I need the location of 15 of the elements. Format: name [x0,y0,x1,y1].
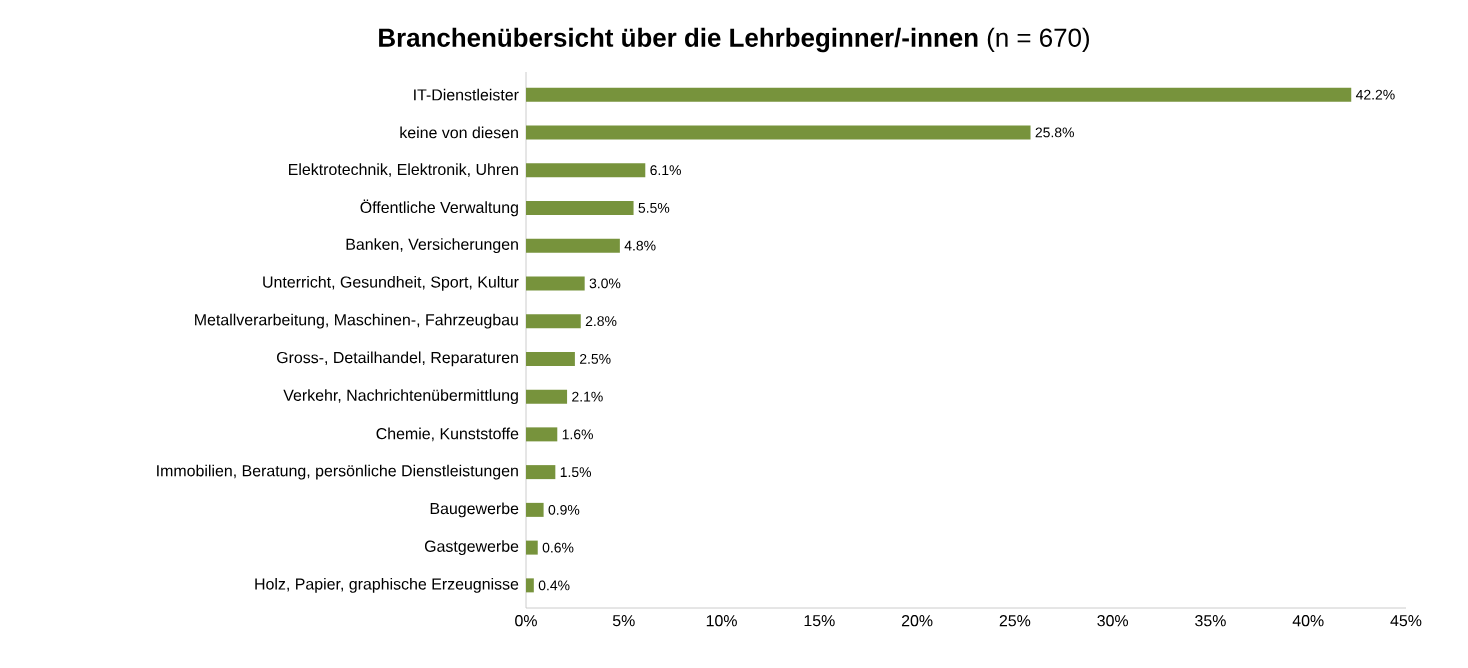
bar [526,578,534,593]
bar [526,314,581,329]
bar [526,502,544,517]
bar [526,125,1031,140]
bar [526,351,575,366]
bar [526,163,646,178]
bar [526,540,538,555]
bar [526,389,568,404]
bar [526,465,556,480]
bar [526,87,1352,102]
chart-title: Branchenübersicht über die Lehrbeginner/-innen (n = 670) [379,27,1089,53]
bar [526,200,634,215]
bar [526,427,558,442]
bar [526,238,620,253]
bar [526,276,585,291]
